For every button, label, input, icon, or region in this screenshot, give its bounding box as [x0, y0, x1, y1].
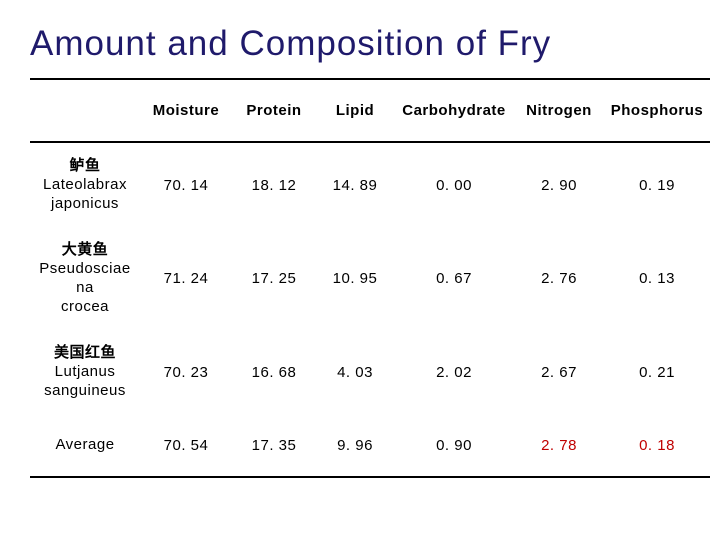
- value-cell: 2. 02: [394, 330, 514, 414]
- value-cell: 0. 00: [394, 142, 514, 227]
- value-cell: 70. 14: [140, 142, 232, 227]
- species-latin: Lateolabrax: [30, 176, 140, 195]
- value-cell: 9. 96: [316, 415, 394, 477]
- value-cell: 70. 54: [140, 415, 232, 477]
- table-row: 美国红鱼 Lutjanus sanguineus 70. 23 16. 68 4…: [30, 330, 710, 414]
- value-cell: 17. 35: [232, 415, 316, 477]
- value-cell-highlight: 0. 18: [604, 415, 710, 477]
- value-cell: 2. 67: [514, 330, 604, 414]
- value-cell: 4. 03: [316, 330, 394, 414]
- col-carbohydrate: Carbohydrate: [394, 79, 514, 142]
- slide: Amount and Composition of Fry Moisture P…: [0, 0, 720, 540]
- value-cell: 14. 89: [316, 142, 394, 227]
- col-moisture: Moisture: [140, 79, 232, 142]
- page-title: Amount and Composition of Fry: [30, 24, 690, 64]
- species-cell: 大黄鱼 Pseudosciae na crocea: [30, 227, 140, 330]
- species-cn: 大黄鱼: [30, 241, 140, 260]
- value-cell: 0. 90: [394, 415, 514, 477]
- value-cell: 71. 24: [140, 227, 232, 330]
- value-cell: 0. 67: [394, 227, 514, 330]
- species-latin: japonicus: [30, 195, 140, 214]
- value-cell-highlight: 2. 78: [514, 415, 604, 477]
- value-cell: 0. 13: [604, 227, 710, 330]
- species-latin: Lutjanus: [30, 363, 140, 382]
- species-cn: 美国红鱼: [30, 344, 140, 363]
- col-species: [30, 79, 140, 142]
- value-cell: 17. 25: [232, 227, 316, 330]
- value-cell: 70. 23: [140, 330, 232, 414]
- species-cell: 美国红鱼 Lutjanus sanguineus: [30, 330, 140, 414]
- species-cell: 鲈鱼 Lateolabrax japonicus: [30, 142, 140, 227]
- table-header-row: Moisture Protein Lipid Carbohydrate Nitr…: [30, 79, 710, 142]
- col-lipid: Lipid: [316, 79, 394, 142]
- species-latin: crocea: [30, 298, 140, 317]
- table-row: 鲈鱼 Lateolabrax japonicus 70. 14 18. 12 1…: [30, 142, 710, 227]
- value-cell: 0. 21: [604, 330, 710, 414]
- species-latin: Pseudosciae: [30, 260, 140, 279]
- value-cell: 10. 95: [316, 227, 394, 330]
- value-cell: 18. 12: [232, 142, 316, 227]
- value-cell: 16. 68: [232, 330, 316, 414]
- col-nitrogen: Nitrogen: [514, 79, 604, 142]
- table-row: 大黄鱼 Pseudosciae na crocea 71. 24 17. 25 …: [30, 227, 710, 330]
- species-latin: na: [30, 279, 140, 298]
- value-cell: 2. 76: [514, 227, 604, 330]
- species-latin: sanguineus: [30, 382, 140, 401]
- value-cell: 2. 90: [514, 142, 604, 227]
- col-phosphorus: Phosphorus: [604, 79, 710, 142]
- species-cn: 鲈鱼: [30, 157, 140, 176]
- average-label: Average: [30, 415, 140, 477]
- col-protein: Protein: [232, 79, 316, 142]
- composition-table: Moisture Protein Lipid Carbohydrate Nitr…: [30, 78, 710, 478]
- value-cell: 0. 19: [604, 142, 710, 227]
- table-row-average: Average 70. 54 17. 35 9. 96 0. 90 2. 78 …: [30, 415, 710, 477]
